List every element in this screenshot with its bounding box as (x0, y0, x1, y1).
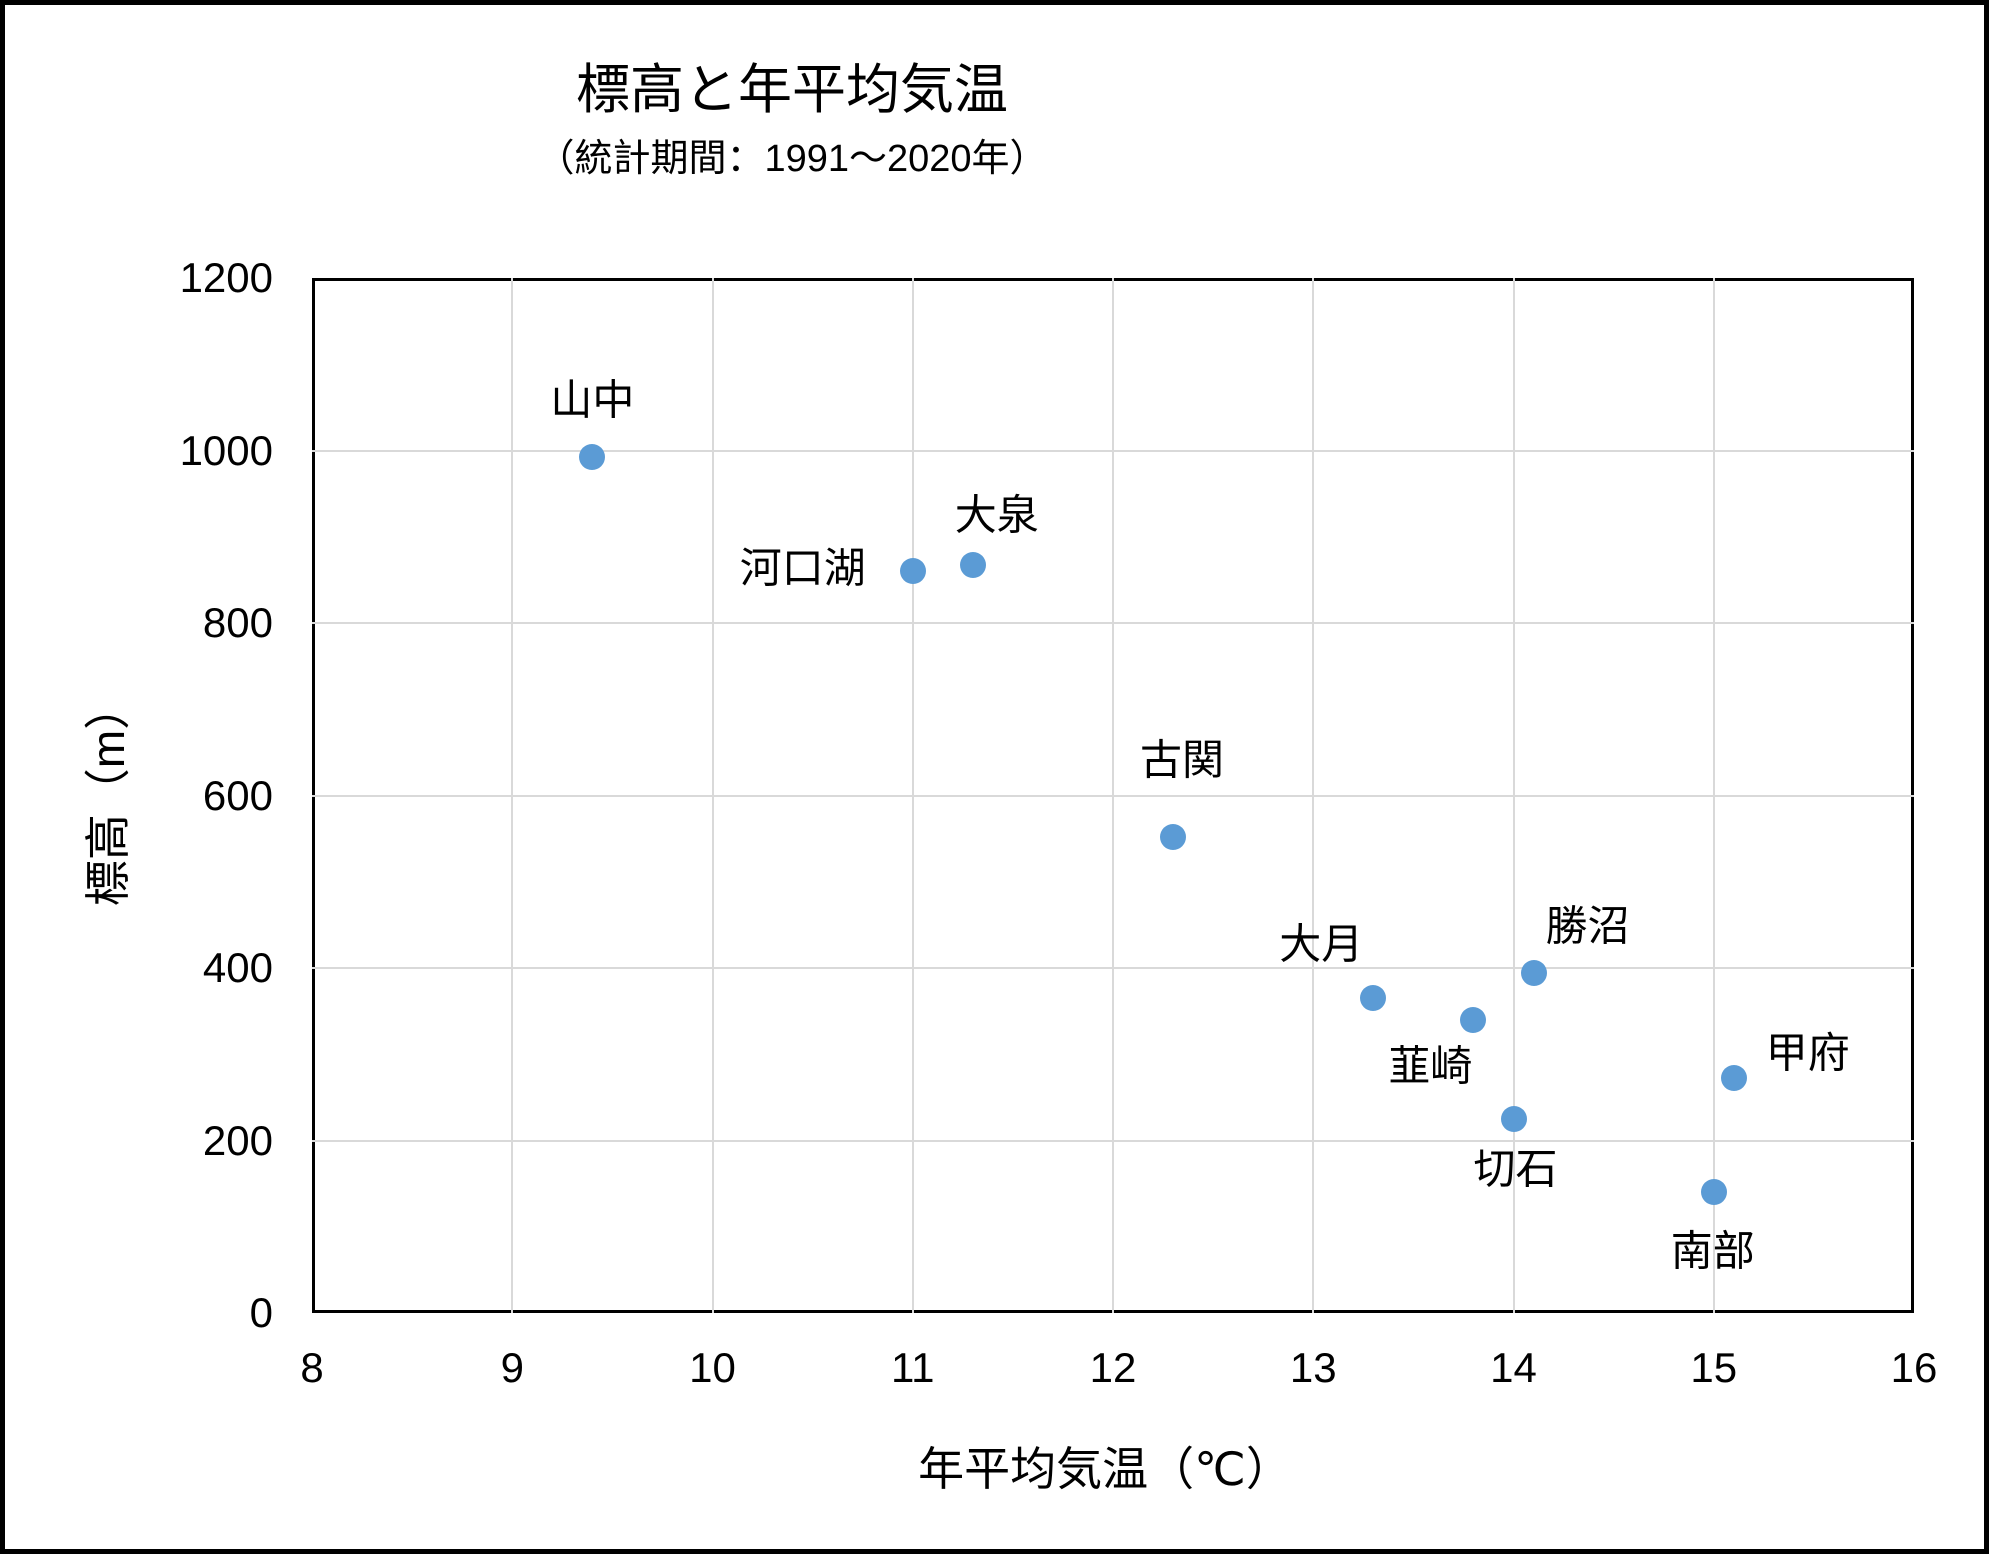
x-axis-tick-label: 10 (689, 1344, 736, 1391)
scatter-point-label: 切石 (1473, 1145, 1558, 1193)
horizontal-gridline (312, 622, 1914, 624)
scatter-point (1360, 985, 1387, 1012)
scatter-point-label: 南部 (1670, 1227, 1755, 1275)
y-axis-tick-label: 0 (249, 1289, 273, 1336)
horizontal-gridline (312, 794, 1914, 797)
horizontal-gridline (312, 1139, 1914, 1142)
x-axis-tick-label: 14 (1490, 1344, 1537, 1391)
x-axis-tick-label: 9 (500, 1344, 524, 1391)
scatter-point (1460, 1006, 1487, 1033)
chart-title: 標高と年平均気温 (576, 60, 1008, 120)
chart-subtitle: （統計期間：1991～2020年） (536, 138, 1048, 180)
scatter-point-label: 韮崎 (1388, 1042, 1473, 1090)
scatter-point (1720, 1064, 1747, 1091)
x-axis-tick-label: 11 (890, 1344, 935, 1391)
y-axis-tick-label: 1000 (179, 426, 273, 474)
scatter-point (579, 444, 606, 471)
scatter-point-label: 甲府 (1765, 1029, 1850, 1077)
scatter-point (1160, 823, 1187, 850)
y-axis-tick-label: 1200 (179, 254, 273, 301)
y-axis-title: 標高（m） (82, 683, 134, 907)
x-axis-tick-label: 8 (300, 1344, 324, 1391)
x-axis-tick-label: 15 (1690, 1344, 1738, 1391)
scatter-point (1500, 1105, 1527, 1132)
scatter-point (1700, 1179, 1727, 1206)
x-axis-title: 年平均気温（℃） (918, 1443, 1292, 1495)
scatter-point-label: 大泉 (954, 491, 1039, 539)
x-axis-tick-label: 12 (1089, 1344, 1137, 1391)
scatter-point-label: 河口湖 (739, 544, 866, 592)
y-axis-tick-label: 200 (202, 1116, 273, 1164)
scatter-point-label: 大月 (1279, 920, 1364, 968)
y-axis-tick-label: 800 (202, 599, 273, 646)
x-axis-tick-label: 13 (1289, 1344, 1337, 1391)
scatter-point-label: 山中 (550, 376, 635, 424)
y-axis-tick-label: 400 (202, 944, 273, 991)
scatter-point (1520, 960, 1547, 987)
x-axis-tick-label: 16 (1890, 1344, 1938, 1391)
horizontal-gridline (312, 449, 1914, 452)
scatter-point-label: 勝沼 (1545, 902, 1630, 950)
scatter-point (959, 552, 986, 579)
scatter-point (899, 558, 926, 585)
scatter-point-label: 古関 (1140, 736, 1225, 784)
horizontal-gridline (312, 967, 1914, 969)
y-axis-tick-label: 600 (202, 771, 273, 819)
